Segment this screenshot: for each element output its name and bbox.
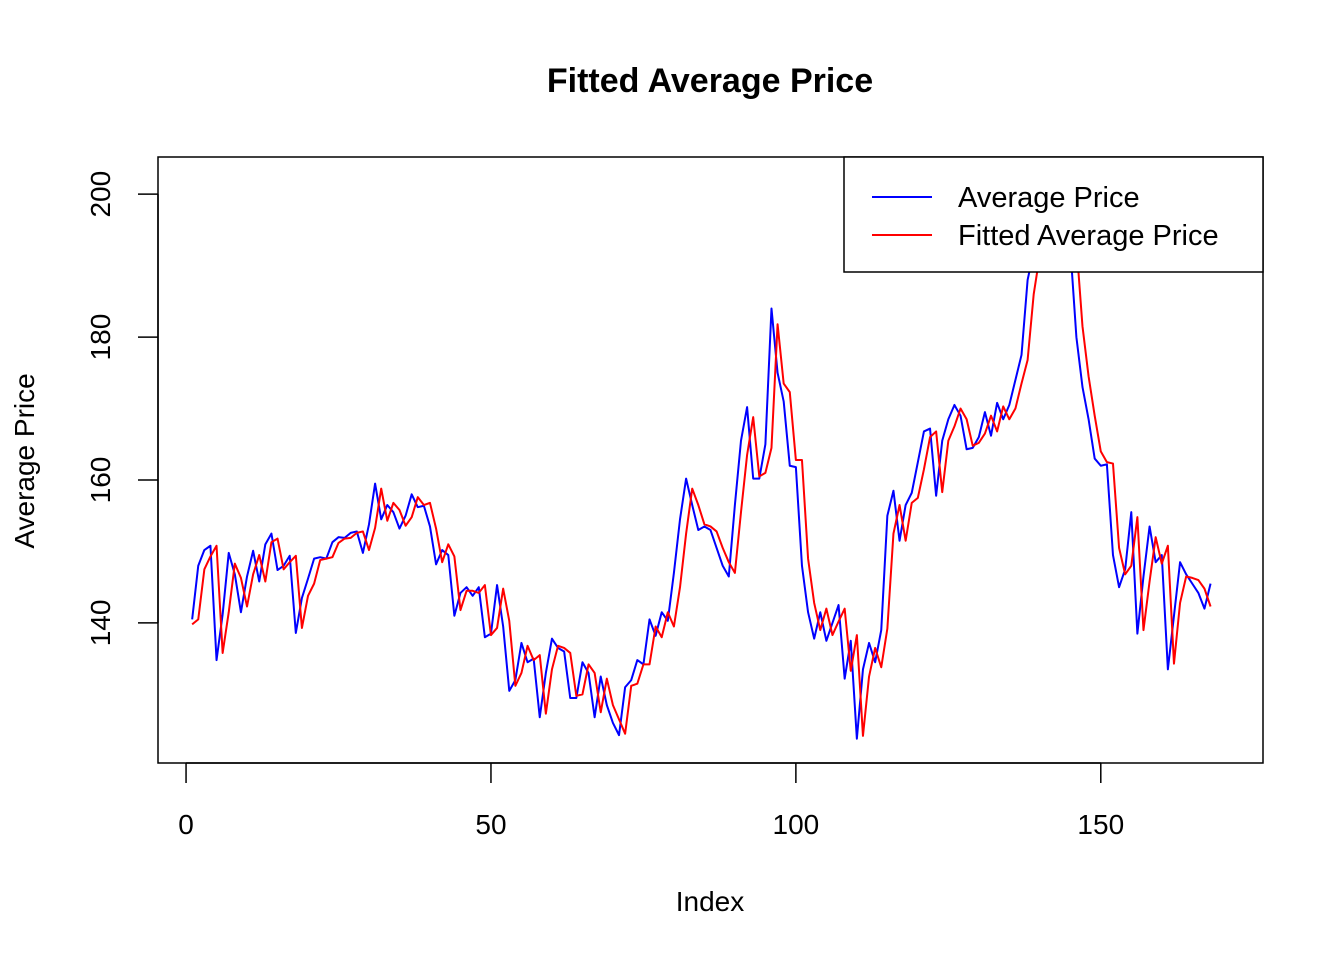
x-tick-label: 150 — [1077, 809, 1124, 840]
y-axis: 140 160 180 200 — [85, 171, 159, 647]
x-tick-label: 50 — [475, 809, 506, 840]
y-tick-label: 200 — [85, 171, 116, 218]
x-axis: 0 50 100 150 — [178, 762, 1124, 840]
legend-box — [843, 156, 1264, 273]
legend-label: Average Price — [958, 182, 1140, 214]
x-tick-label: 100 — [773, 809, 820, 840]
y-axis-label: Average Price — [9, 373, 40, 548]
y-tick-label: 180 — [85, 314, 116, 361]
legend: Average Price Fitted Average Price — [843, 156, 1264, 273]
legend-label: Fitted Average Price — [958, 220, 1219, 252]
x-axis-label: Index — [676, 886, 745, 917]
chart-title: Fitted Average Price — [547, 62, 873, 100]
y-tick-label: 160 — [85, 457, 116, 504]
x-tick-label: 0 — [178, 809, 194, 840]
series-line-average-price — [191, 239, 1212, 740]
series-line-fitted-average-price — [191, 239, 1212, 737]
y-tick-label: 140 — [85, 600, 116, 647]
